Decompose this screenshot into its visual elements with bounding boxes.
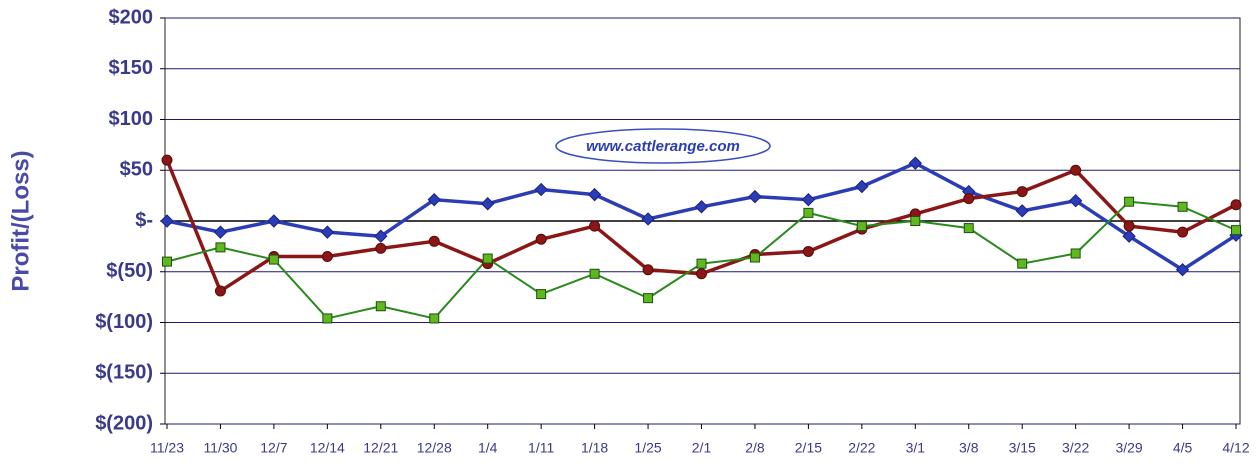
marker bbox=[642, 264, 654, 276]
marker bbox=[374, 229, 388, 243]
marker bbox=[696, 258, 707, 269]
watermark: www.cattlerange.com bbox=[586, 138, 740, 155]
marker bbox=[482, 253, 493, 264]
marker bbox=[589, 220, 601, 232]
marker bbox=[1122, 229, 1136, 243]
marker bbox=[375, 242, 387, 254]
marker bbox=[1015, 204, 1029, 218]
x-tick-label: 3/22 bbox=[1062, 440, 1089, 456]
x-tick-label: 2/22 bbox=[848, 440, 875, 456]
marker bbox=[694, 200, 709, 214]
x-tick-label: 4/12 bbox=[1222, 440, 1249, 456]
x-tick-label: 3/8 bbox=[959, 440, 979, 456]
x-tick-label: 2/1 bbox=[692, 440, 712, 456]
marker bbox=[963, 193, 975, 205]
marker bbox=[1175, 263, 1190, 277]
marker bbox=[963, 223, 974, 234]
x-tick-label: 4/5 bbox=[1173, 440, 1193, 456]
marker bbox=[427, 192, 441, 207]
y-tick-label: $(100) bbox=[95, 311, 153, 333]
x-tick-label: 3/29 bbox=[1115, 440, 1142, 456]
marker bbox=[1016, 186, 1028, 198]
marker bbox=[1177, 201, 1188, 212]
x-tick-label: 3/15 bbox=[1009, 440, 1036, 456]
x-tick-label: 12/28 bbox=[417, 440, 452, 456]
marker bbox=[322, 313, 333, 324]
x-tick-label: 11/23 bbox=[150, 440, 184, 456]
marker bbox=[1017, 258, 1028, 269]
marker bbox=[428, 235, 440, 247]
marker bbox=[641, 212, 655, 226]
marker bbox=[1123, 220, 1135, 232]
marker bbox=[480, 197, 495, 211]
marker bbox=[162, 256, 172, 267]
marker bbox=[536, 289, 547, 300]
marker bbox=[643, 293, 654, 304]
y-tick-label: $150 bbox=[109, 57, 154, 79]
marker bbox=[534, 182, 548, 197]
y-tick-label: $50 bbox=[120, 159, 153, 181]
marker bbox=[749, 252, 760, 263]
marker bbox=[214, 285, 226, 297]
marker bbox=[1177, 226, 1189, 238]
marker bbox=[1070, 164, 1082, 176]
marker bbox=[160, 214, 174, 228]
y-axis-label: Profit/(Loss) bbox=[7, 150, 34, 291]
marker bbox=[589, 268, 600, 279]
marker bbox=[535, 233, 547, 245]
x-tick-label: 1/18 bbox=[581, 440, 608, 456]
marker bbox=[803, 207, 814, 218]
marker bbox=[267, 214, 281, 228]
marker bbox=[1230, 199, 1242, 211]
x-tick-label: 3/1 bbox=[906, 440, 926, 456]
y-tick-label: $(150) bbox=[95, 362, 153, 384]
marker bbox=[855, 179, 869, 194]
marker bbox=[320, 225, 335, 239]
marker bbox=[1068, 193, 1083, 208]
y-tick-label: $(50) bbox=[106, 260, 153, 282]
x-tick-label: 1/25 bbox=[634, 440, 661, 456]
x-tick-label: 1/4 bbox=[478, 440, 498, 456]
marker bbox=[910, 216, 921, 226]
y-tick-label: $100 bbox=[109, 108, 154, 130]
watermark-oval bbox=[555, 128, 771, 164]
marker bbox=[1231, 225, 1241, 236]
marker bbox=[856, 221, 867, 232]
y-tick-label: $- bbox=[135, 209, 153, 231]
y-tick-label: $200 bbox=[109, 6, 154, 28]
x-tick-label: 12/14 bbox=[310, 440, 345, 456]
x-tick-label: 2/15 bbox=[795, 440, 822, 456]
marker bbox=[748, 189, 762, 204]
marker bbox=[587, 187, 602, 202]
x-tick-label: 12/7 bbox=[260, 440, 287, 456]
marker bbox=[321, 251, 333, 263]
marker bbox=[161, 154, 173, 166]
marker bbox=[213, 225, 228, 239]
marker bbox=[802, 245, 814, 257]
marker bbox=[268, 254, 279, 265]
marker bbox=[801, 192, 816, 207]
marker bbox=[375, 301, 386, 312]
x-tick-label: 2/8 bbox=[745, 440, 765, 456]
marker bbox=[908, 156, 923, 170]
marker bbox=[215, 242, 226, 253]
marker bbox=[1124, 196, 1135, 207]
marker bbox=[1070, 248, 1081, 259]
marker bbox=[429, 313, 440, 324]
x-tick-label: 12/21 bbox=[363, 440, 398, 456]
marker bbox=[696, 268, 707, 280]
y-tick-label: $(200) bbox=[95, 412, 153, 434]
x-tick-label: 1/11 bbox=[528, 440, 554, 456]
x-tick-label: 11/30 bbox=[203, 440, 237, 456]
